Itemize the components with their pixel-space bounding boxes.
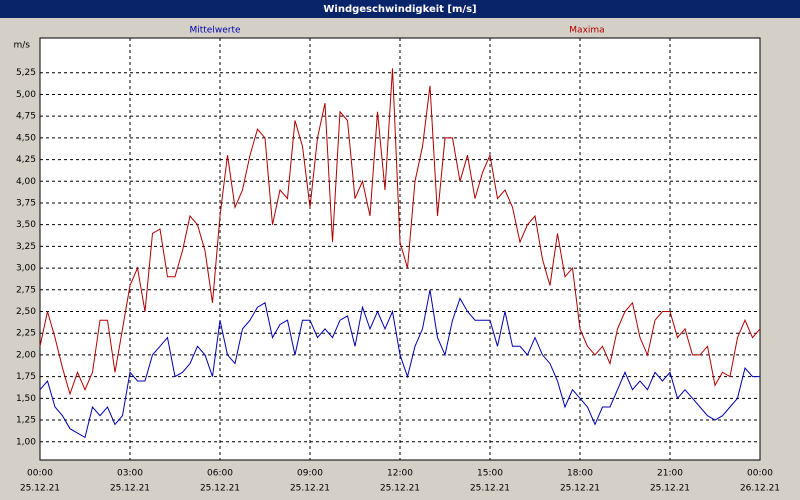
y-tick-label: 4,25 bbox=[16, 155, 36, 165]
x-tick-label: 03:00 bbox=[117, 469, 143, 479]
x-tick-label: 00:00 bbox=[747, 469, 773, 479]
y-tick-label: 3,25 bbox=[16, 242, 36, 252]
y-tick-label: 4,00 bbox=[16, 177, 36, 187]
data-line bbox=[39, 68, 761, 396]
y-tick-label: 3,75 bbox=[16, 198, 36, 208]
x-tick-date: 25.12.21 bbox=[650, 484, 690, 494]
x-tick-label: 09:00 bbox=[297, 469, 323, 479]
y-tick-label: 1,25 bbox=[16, 416, 36, 426]
y-tick-label: 5,00 bbox=[16, 90, 36, 100]
x-tick-date: 26.12.21 bbox=[740, 484, 780, 494]
title-bar bbox=[0, 0, 800, 18]
x-tick-label: 00:00 bbox=[27, 469, 53, 479]
y-tick-label: 1,50 bbox=[16, 394, 36, 404]
y-tick-label: 1,00 bbox=[16, 437, 36, 447]
y-axis-label: m/s bbox=[14, 41, 31, 51]
y-tick-label: 2,00 bbox=[16, 350, 36, 360]
x-tick-date: 25.12.21 bbox=[560, 484, 600, 494]
y-tick-label: 2,50 bbox=[16, 307, 36, 317]
x-tick-date: 25.12.21 bbox=[110, 484, 150, 494]
y-tick-label: 2,25 bbox=[16, 329, 36, 339]
legend-label: Mittelwerte bbox=[189, 26, 240, 36]
x-tick-label: 06:00 bbox=[207, 469, 233, 479]
y-tick-label: 3,50 bbox=[16, 220, 36, 230]
legend-label: Maxima bbox=[569, 26, 604, 36]
y-tick-label: 4,75 bbox=[16, 112, 36, 122]
x-tick-date: 25.12.21 bbox=[470, 484, 510, 494]
y-tick-label: 1,75 bbox=[16, 372, 36, 382]
y-tick-label: 2,75 bbox=[16, 285, 36, 295]
y-tick-label: 5,25 bbox=[16, 68, 36, 78]
x-tick-date: 25.12.21 bbox=[200, 484, 240, 494]
x-tick-date: 25.12.21 bbox=[20, 484, 60, 494]
window-title: Windgeschwindigkeit [m/s] bbox=[323, 4, 476, 15]
y-tick-label: 3,00 bbox=[16, 264, 36, 274]
x-tick-label: 18:00 bbox=[567, 469, 593, 479]
x-tick-label: 12:00 bbox=[387, 469, 413, 479]
x-tick-label: 21:00 bbox=[657, 469, 683, 479]
x-tick-label: 15:00 bbox=[477, 469, 503, 479]
x-tick-date: 25.12.21 bbox=[290, 484, 330, 494]
y-tick-label: 4,50 bbox=[16, 133, 36, 143]
x-tick-date: 25.12.21 bbox=[380, 484, 420, 494]
data-line bbox=[39, 289, 760, 439]
